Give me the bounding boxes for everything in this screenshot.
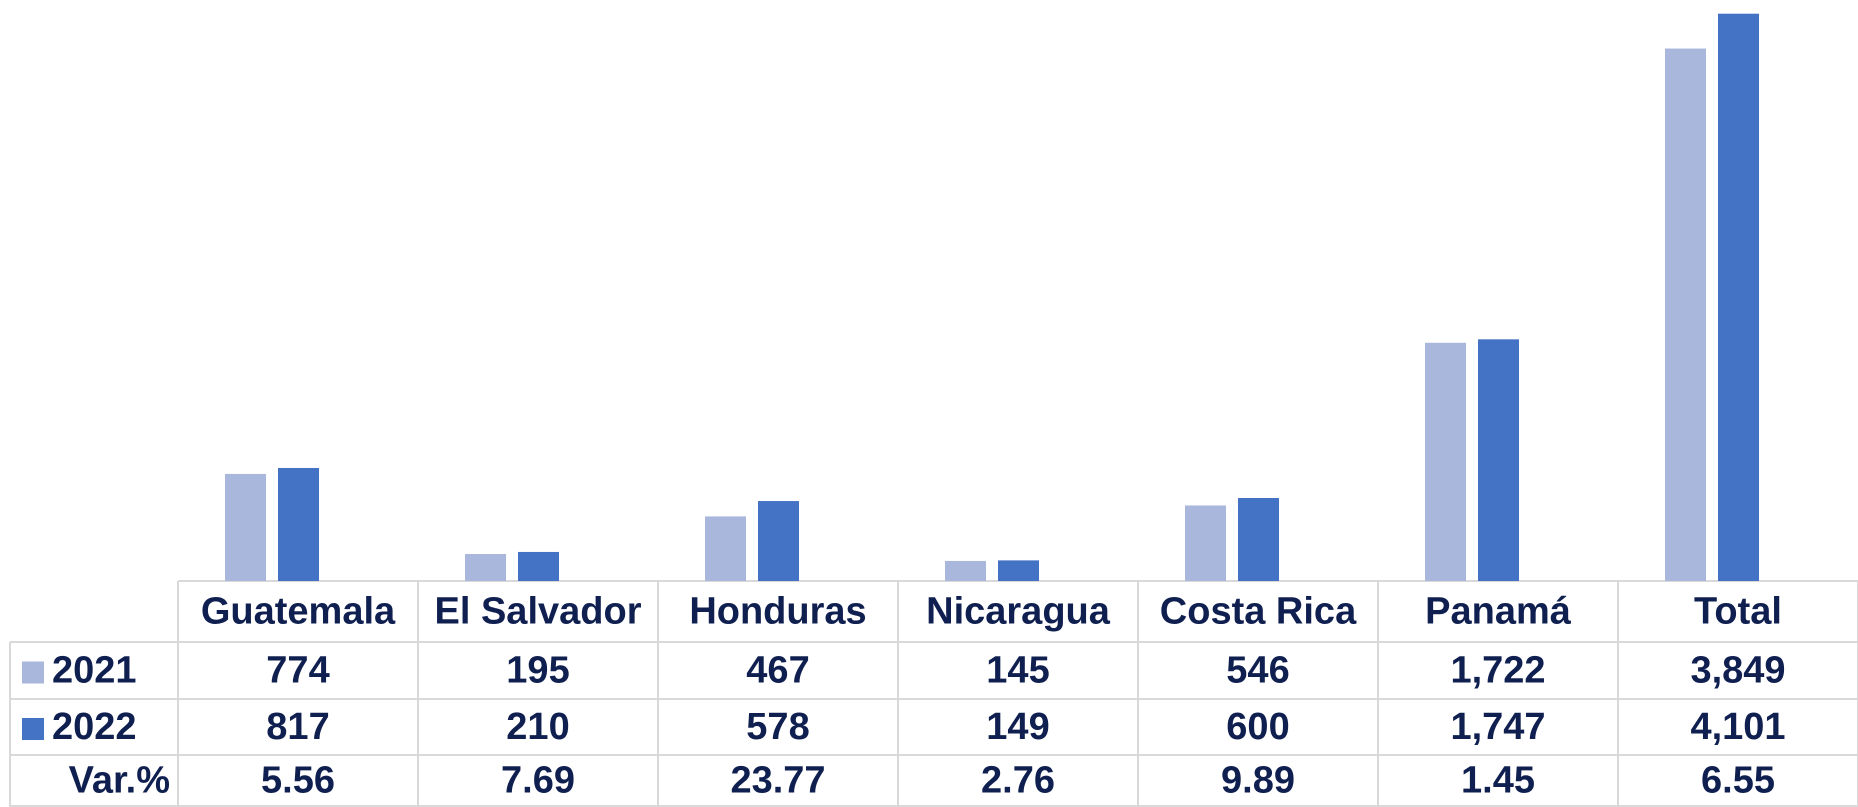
table-value: 3,849 [1690,650,1785,692]
legend-key [22,718,44,740]
bar [1425,342,1466,581]
table-value: 774 [266,650,329,692]
legend-label: 2022 [52,706,137,748]
table-value: 4,101 [1690,706,1785,748]
table-value: 210 [506,706,569,748]
table-value: 578 [746,706,809,748]
table-value: 467 [746,650,809,692]
table-value: 5.56 [261,760,335,802]
bar [1185,505,1226,581]
bar [758,501,799,581]
table-value: 1,722 [1450,650,1545,692]
bar [1478,339,1519,581]
bar [518,551,559,581]
category-label: Total [1694,591,1782,633]
table-value: 1,747 [1450,706,1545,748]
bar [705,516,746,581]
bar [278,467,319,581]
bar [465,554,506,581]
bar [1238,498,1279,581]
table-value: 1.45 [1461,760,1535,802]
table-value: 9.89 [1221,760,1295,802]
bar [1665,48,1706,582]
table-value: 600 [1226,706,1289,748]
table-value: 145 [986,650,1049,692]
table-value: 195 [506,650,569,692]
legend-key [22,661,44,684]
bar [945,560,986,581]
table-value: 817 [266,706,329,748]
category-label: Panamá [1425,591,1572,633]
category-label: El Salvador [435,591,642,633]
table-value: 6.55 [1701,760,1775,802]
category-label: Costa Rica [1160,591,1357,633]
category-label: Guatemala [201,591,396,633]
legend-label: 2021 [52,650,137,692]
table-value: 2.76 [981,760,1055,802]
table-value: 23.77 [730,760,825,802]
category-label: Nicaragua [926,591,1111,633]
bar [225,473,266,581]
table-value: 7.69 [501,760,575,802]
bar [1718,13,1759,581]
table-value: 546 [1226,650,1289,692]
category-label: Honduras [689,591,866,633]
bar [998,560,1039,581]
table-value: 149 [986,706,1049,748]
row-label: Var.% [69,760,170,802]
